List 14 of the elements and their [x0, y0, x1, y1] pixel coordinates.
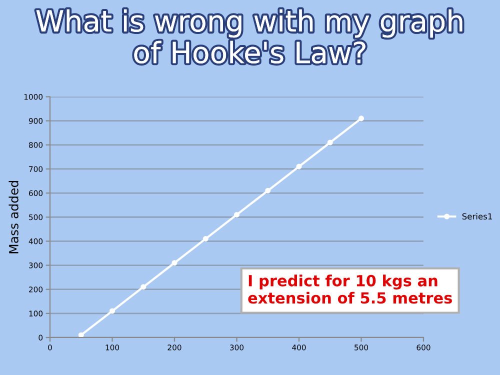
point [327, 140, 333, 146]
chart-title: What is wrong with my graph of Hooke's Law? [36, 9, 462, 64]
point [296, 164, 302, 170]
point [234, 212, 240, 218]
point [140, 284, 146, 290]
point [78, 332, 84, 338]
annotation: I predict for 10 kgs an extension of 5.5 metres [248, 274, 452, 304]
point [358, 116, 364, 122]
legend-label: Series1 [462, 213, 492, 220]
point [109, 308, 116, 314]
point [202, 236, 208, 242]
point [265, 188, 271, 194]
point [172, 260, 178, 266]
y-axis-title: Mass added [8, 180, 18, 254]
